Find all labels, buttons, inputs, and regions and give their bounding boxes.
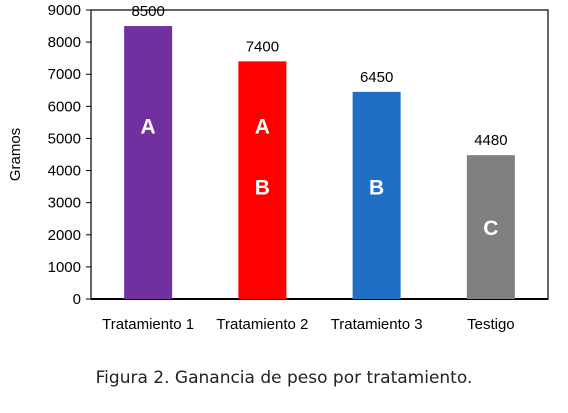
- y-axis-label: Gramos: [7, 128, 24, 181]
- y-tick-label: 2000: [48, 227, 81, 244]
- bar: [124, 26, 173, 300]
- y-tick-label: 1000: [48, 259, 81, 276]
- bars: [124, 26, 515, 300]
- data-label: 4480: [474, 132, 507, 149]
- data-label: 6450: [360, 69, 393, 86]
- x-tick-label: Tratamiento 2: [216, 316, 308, 333]
- group-letter: A: [255, 116, 270, 139]
- data-label: 8500: [131, 3, 164, 20]
- bar: [352, 91, 401, 299]
- figure-caption: Figura 2. Ganancia de peso por tratamien…: [95, 368, 473, 388]
- y-tick-label: 4000: [48, 163, 81, 180]
- y-tick-label: 9000: [48, 2, 81, 19]
- labels: 8500 Tratamiento 1 A 7400 Tratamiento 2 A B 645…: [102, 3, 515, 333]
- y-tick-label: 3000: [48, 195, 81, 212]
- y-tick-label: 7000: [48, 66, 81, 83]
- data-label: 7400: [246, 38, 279, 55]
- group-letter: A: [141, 116, 156, 139]
- y-tick-label: 6000: [48, 98, 81, 115]
- group-letter: B: [369, 177, 384, 200]
- bar: [238, 61, 287, 299]
- x-tick-label: Tratamiento 3: [331, 316, 423, 333]
- bar: [466, 155, 515, 299]
- y-tick-label: 8000: [48, 34, 81, 51]
- y-tick-label: 0: [73, 291, 81, 308]
- x-tick-label: Testigo: [467, 316, 515, 333]
- bar-chart: 0 1000 2000 3000 4000 5000 6000 7000 8000 9000 Gra…: [7, 2, 549, 333]
- group-letter: B: [255, 177, 270, 200]
- group-letter: C: [483, 217, 498, 240]
- y-tick-label: 5000: [48, 130, 81, 147]
- x-tick-label: Tratamiento 1: [102, 316, 194, 333]
